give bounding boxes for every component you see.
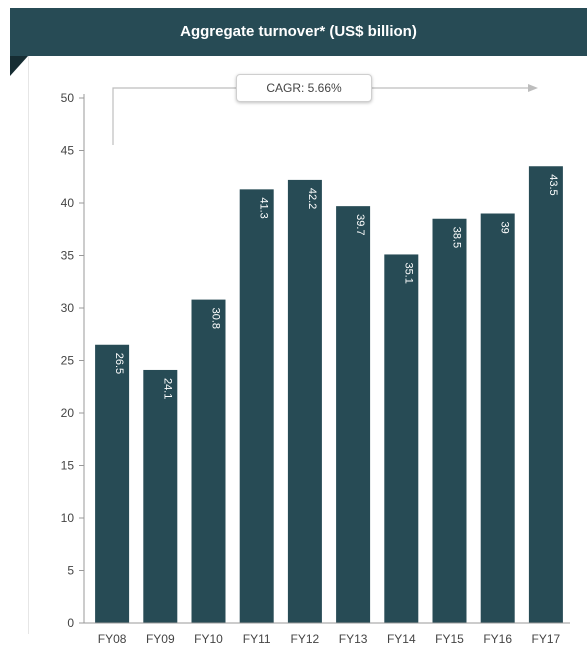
value-label: 39.7 <box>354 214 366 235</box>
y-tick-label: 25 <box>61 354 75 368</box>
x-tick-label: FY12 <box>291 632 320 646</box>
bar-fy13 <box>336 206 370 623</box>
y-tick-label: 10 <box>61 511 75 525</box>
y-tick-label: 50 <box>61 91 75 105</box>
value-label: 41.3 <box>258 197 270 218</box>
y-tick-label: 45 <box>61 144 75 158</box>
arrowhead-icon <box>528 84 538 92</box>
cagr-annotation: CAGR: 5.66% <box>236 74 372 102</box>
x-axis: FY08 FY09 FY10 FY11 FY12 FY13 FY14 FY15 FY16 FY17 <box>84 623 570 646</box>
x-tick-label: FY08 <box>98 632 127 646</box>
value-label: 42.2 <box>306 188 318 209</box>
value-label: 38.5 <box>451 227 463 248</box>
bars: 26.5 24.1 30.8 41.3 42.2 39.7 35.1 38.5 39 43.5 <box>95 166 563 623</box>
y-tick-label: 5 <box>67 564 74 578</box>
bar-fy16 <box>481 214 515 624</box>
bar-fy10 <box>192 300 226 623</box>
value-label: 39 <box>499 222 511 234</box>
y-tick-label: 40 <box>61 196 75 210</box>
x-tick-label: FY15 <box>435 632 464 646</box>
x-tick-label: FY09 <box>146 632 175 646</box>
y-tick-label: 35 <box>61 249 75 263</box>
cagr-arrow-left <box>113 88 236 145</box>
value-label: 43.5 <box>547 174 559 195</box>
x-tick-label: FY14 <box>387 632 416 646</box>
value-label: 35.1 <box>402 262 414 283</box>
y-tick-label: 0 <box>67 616 74 630</box>
bar-fy12 <box>288 180 322 623</box>
bar-fy14 <box>384 254 418 623</box>
y-axis: 0 5 10 15 20 25 30 35 40 45 50 <box>61 91 84 630</box>
x-tick-label: FY17 <box>532 632 561 646</box>
bar-fy15 <box>433 219 467 623</box>
x-tick-label: FY13 <box>339 632 368 646</box>
value-label: 30.8 <box>210 308 222 329</box>
bar-fy11 <box>240 189 274 623</box>
x-tick-label: FY11 <box>243 632 271 646</box>
y-tick-label: 15 <box>61 459 75 473</box>
bar-fy09 <box>143 370 177 623</box>
y-tick-label: 30 <box>61 301 75 315</box>
y-tick-label: 20 <box>61 406 75 420</box>
bar-fy17 <box>529 166 563 623</box>
value-label: 26.5 <box>113 353 125 374</box>
x-tick-label: FY10 <box>194 632 223 646</box>
x-tick-label: FY16 <box>483 632 512 646</box>
value-label: 24.1 <box>161 378 173 399</box>
bar-fy08 <box>95 345 129 623</box>
